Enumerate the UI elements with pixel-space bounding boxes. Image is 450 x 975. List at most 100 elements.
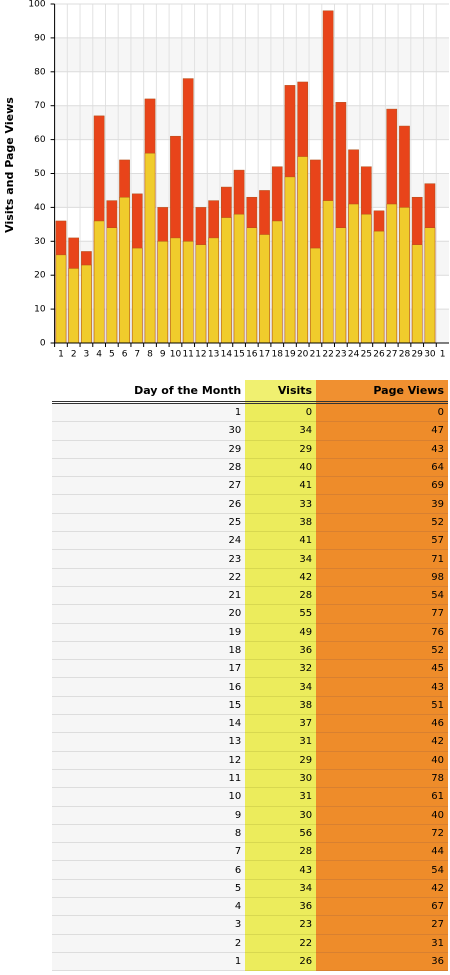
table-cell: 54 xyxy=(316,860,448,880)
table-cell: 5 xyxy=(52,879,246,899)
table-row: 17 32 45 xyxy=(52,659,448,679)
x-tick-label: 29 xyxy=(411,350,423,360)
table-cell: 14 xyxy=(52,714,246,734)
bar xyxy=(322,200,334,344)
table-cell: 98 xyxy=(316,568,448,587)
bar xyxy=(119,196,130,344)
x-tick-label: 12 xyxy=(195,350,206,360)
table-cell: 71 xyxy=(316,549,448,569)
table-row: 27 41 69 xyxy=(52,476,448,496)
table-cell: 34 xyxy=(245,879,317,899)
table-cell: 61 xyxy=(316,787,448,807)
table-cell: 40 xyxy=(316,751,448,770)
table-cell: 36 xyxy=(245,897,317,917)
table-row: 4 36 67 xyxy=(52,897,448,917)
y-tick-label: 100 xyxy=(28,0,45,10)
table-cell: 28 xyxy=(245,586,317,606)
table-cell: 39 xyxy=(316,494,448,514)
table-cell: 21 xyxy=(52,586,246,606)
table-cell: 17 xyxy=(52,659,246,679)
table-cell: 29 xyxy=(245,440,317,459)
table-cell: 72 xyxy=(316,824,448,844)
table-cell: 69 xyxy=(316,476,448,496)
table-cell: 9 xyxy=(52,806,246,825)
table-cell: 31 xyxy=(245,732,317,752)
table-cell: 26 xyxy=(52,494,246,514)
table-row: 30 34 47 xyxy=(52,421,448,441)
table-cell: 16 xyxy=(52,677,246,697)
data-table: Day of the Month Visits Page Views 1 0 0 30 34… xyxy=(52,380,448,972)
table-row: 25 38 52 xyxy=(52,513,448,533)
bar xyxy=(386,203,398,344)
column-header: Page Views xyxy=(316,380,448,404)
table-row: 26 33 39 xyxy=(52,494,448,514)
table-row: 14 37 46 xyxy=(52,714,448,734)
bar xyxy=(81,264,92,344)
bar xyxy=(335,227,347,344)
table-cell: 44 xyxy=(316,842,448,862)
bar xyxy=(157,241,169,344)
table-row: 19 49 76 xyxy=(52,623,448,642)
table-cell: 40 xyxy=(316,806,448,825)
table-cell: 31 xyxy=(245,787,317,807)
bar xyxy=(284,176,296,344)
table-cell: 34 xyxy=(245,677,317,697)
table-cell: 34 xyxy=(245,549,317,569)
table-cell: 54 xyxy=(316,586,448,606)
table-cell: 42 xyxy=(316,879,448,899)
table-cell: 36 xyxy=(245,641,317,661)
table-row: 16 34 43 xyxy=(52,677,448,697)
table-row: 6 43 54 xyxy=(52,860,448,880)
table-row: 21 28 54 xyxy=(52,586,448,606)
table-cell: 41 xyxy=(245,476,317,496)
column-header: Visits xyxy=(245,380,317,404)
table-cell: 20 xyxy=(52,604,246,624)
table-cell: 55 xyxy=(245,604,317,624)
table-row: 11 30 78 xyxy=(52,769,448,789)
bar xyxy=(360,213,372,344)
y-tick-label: 90 xyxy=(34,33,46,43)
x-tick-label: 11 xyxy=(182,350,193,360)
table-cell: 27 xyxy=(52,476,246,496)
table-row: 3 23 27 xyxy=(52,915,448,935)
table-cell: 30 xyxy=(245,806,317,825)
table-cell: 49 xyxy=(245,623,317,642)
table-cell: 31 xyxy=(316,934,448,953)
x-tick-label: 4 xyxy=(96,350,102,360)
table-cell: 40 xyxy=(245,458,317,478)
table-cell: 38 xyxy=(245,513,317,533)
x-tick-label: 21 xyxy=(310,350,321,360)
y-tick-label: 10 xyxy=(34,305,46,315)
table-cell: 27 xyxy=(316,915,448,935)
bar xyxy=(55,254,67,344)
x-tick-label: 28 xyxy=(399,350,411,360)
table-row: 29 29 43 xyxy=(52,440,448,459)
bar xyxy=(93,220,105,344)
grid-band xyxy=(54,37,449,72)
bar xyxy=(195,244,207,344)
table-cell: 34 xyxy=(245,421,317,441)
table-cell: 42 xyxy=(316,732,448,752)
table-cell: 29 xyxy=(245,751,317,770)
table-cell: 0 xyxy=(316,402,448,423)
bar xyxy=(106,227,118,344)
x-tick-label: 16 xyxy=(246,350,258,360)
x-tick-label: 1 xyxy=(440,350,446,360)
table-row: 5 34 42 xyxy=(52,879,448,899)
table-row: 8 56 72 xyxy=(52,824,448,844)
table-cell: 33 xyxy=(245,494,317,514)
x-tick-label: 20 xyxy=(297,350,309,360)
x-tick-label: 26 xyxy=(373,350,385,360)
table-row: 15 38 51 xyxy=(52,696,448,716)
table-cell: 43 xyxy=(245,860,317,880)
table-row: 24 41 57 xyxy=(52,531,448,551)
bar xyxy=(259,234,270,344)
table-cell: 42 xyxy=(245,568,317,587)
x-tick-label: 24 xyxy=(348,350,360,360)
bar xyxy=(208,237,219,344)
bar xyxy=(310,247,321,344)
x-tick-label: 23 xyxy=(335,350,346,360)
table-cell: 19 xyxy=(52,623,246,642)
